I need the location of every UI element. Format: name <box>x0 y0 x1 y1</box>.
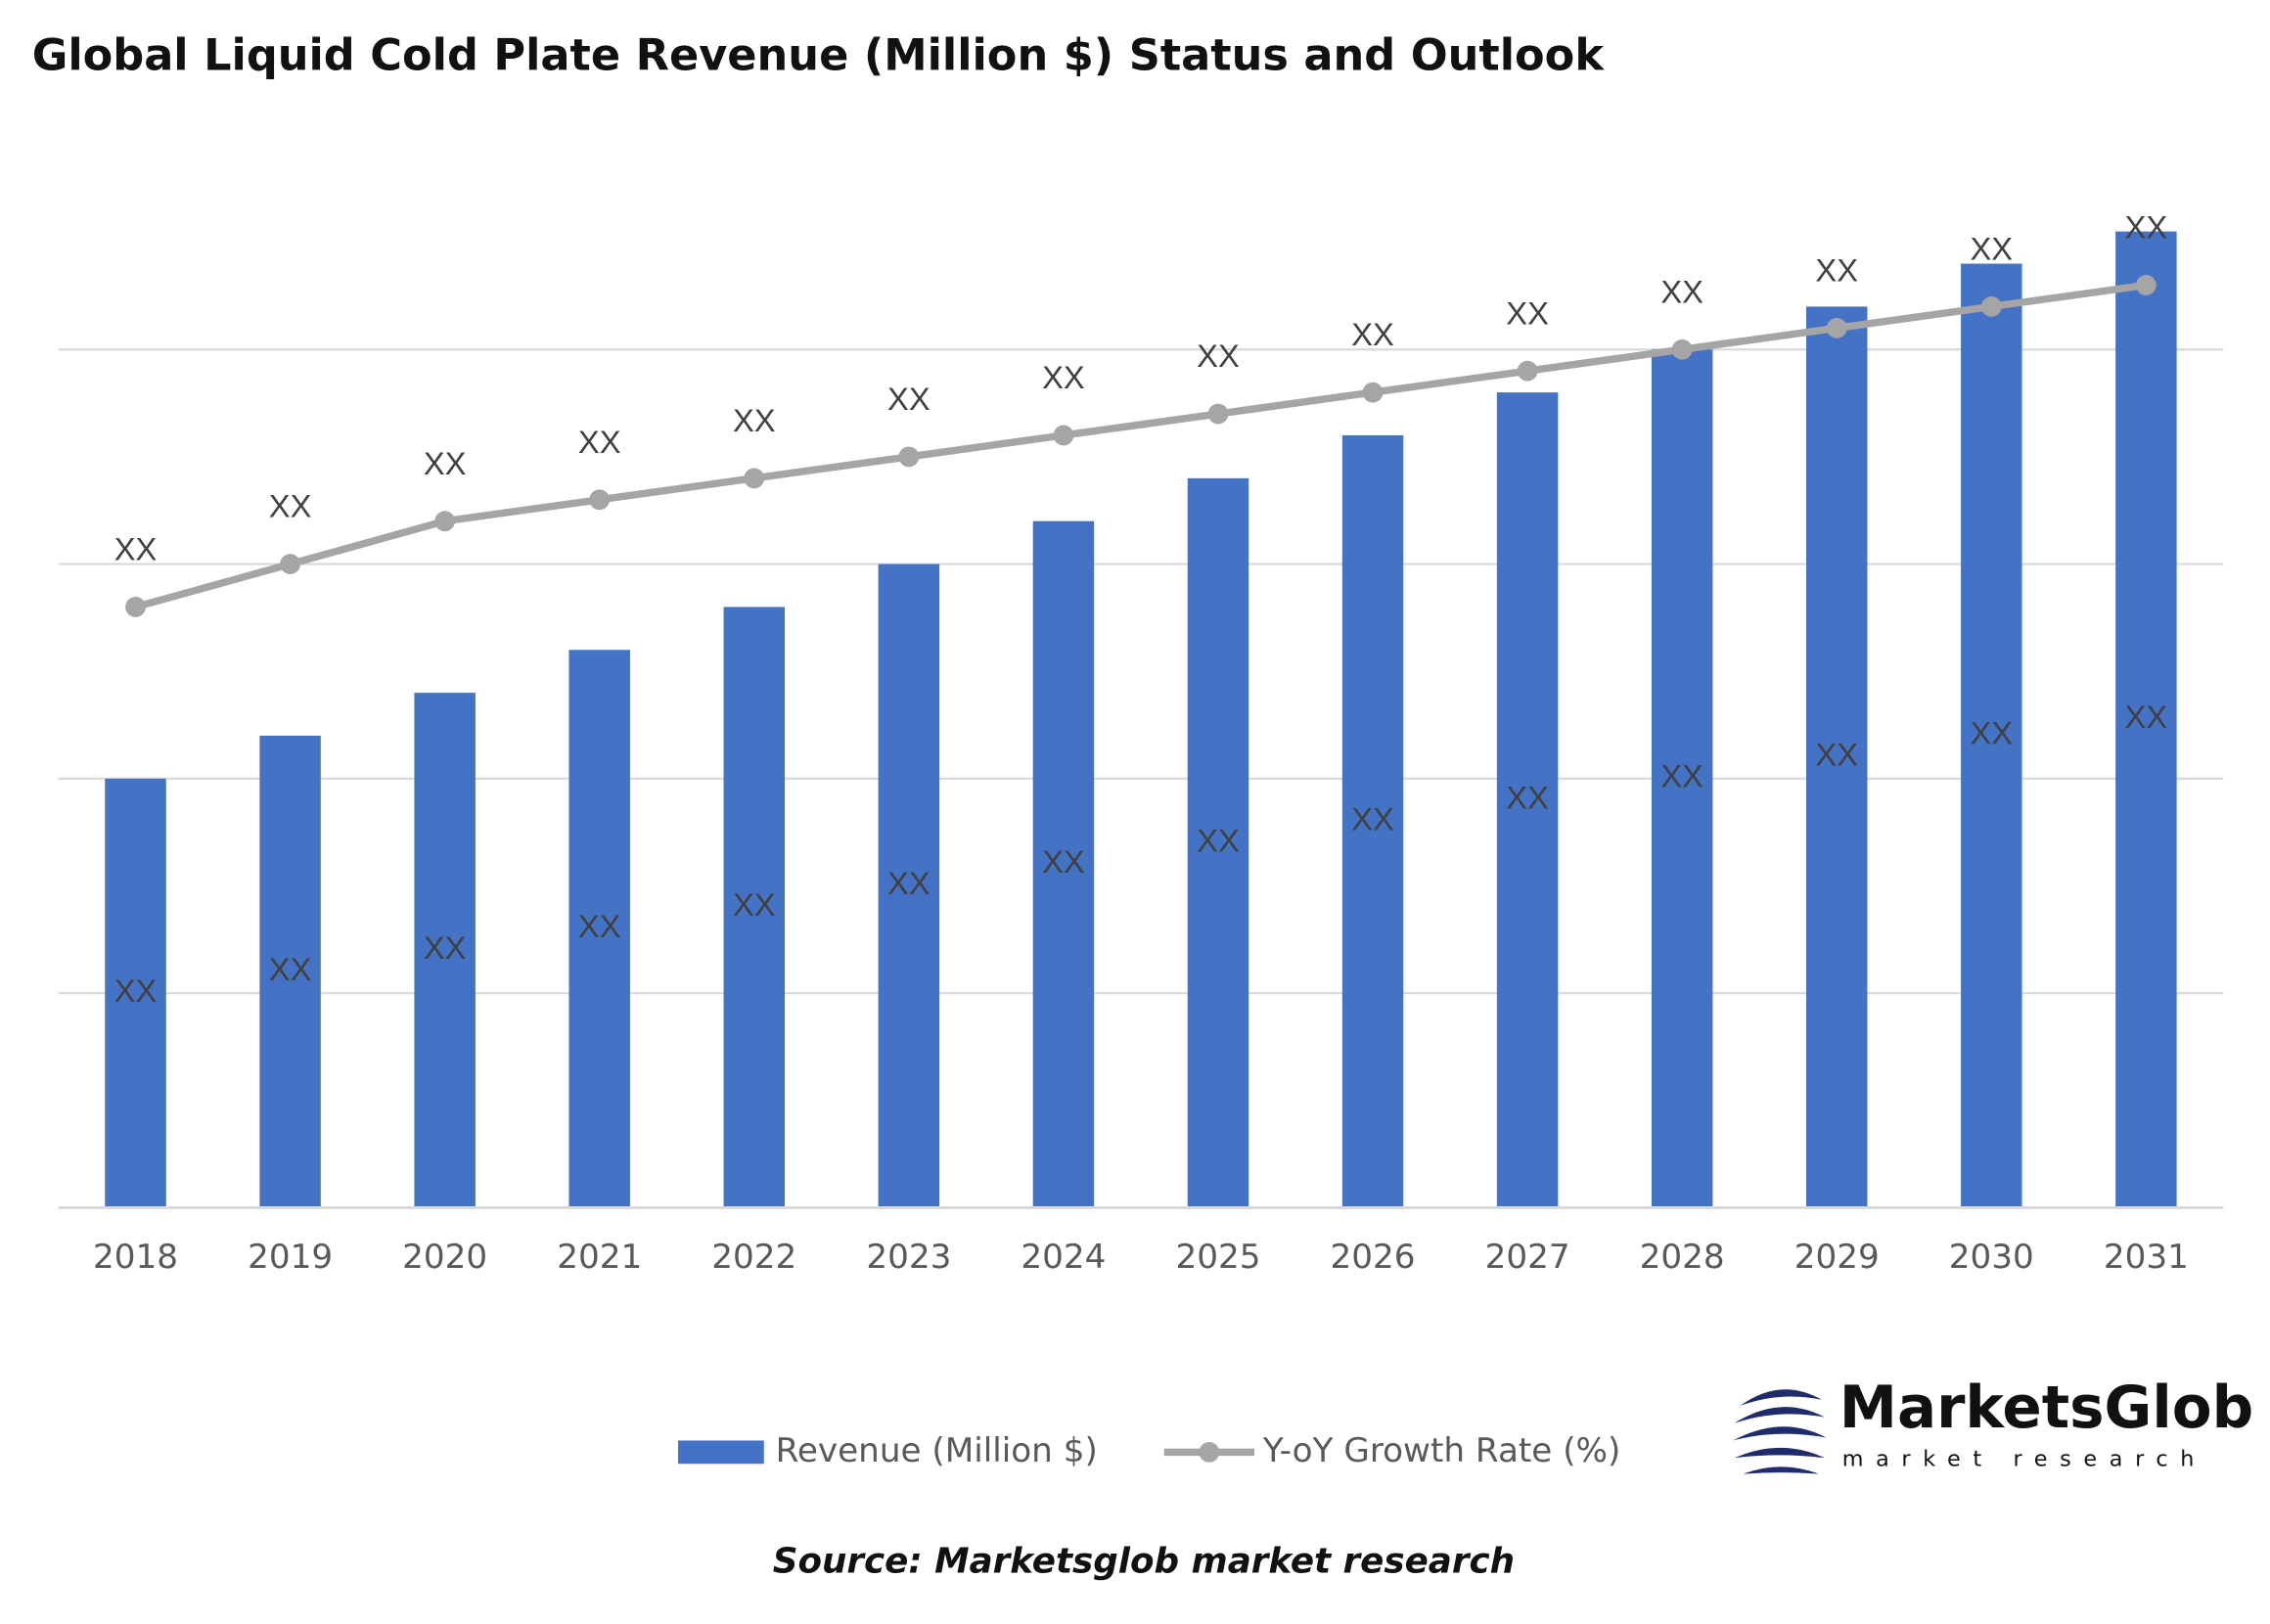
data-label: XX <box>578 424 621 460</box>
data-label: XX <box>578 908 621 944</box>
x-tick-label: 2024 <box>1021 1238 1106 1277</box>
data-label: XX <box>1351 800 1394 836</box>
x-tick-label: 2028 <box>1640 1238 1725 1277</box>
data-label: XX <box>269 951 312 987</box>
data-label: XX <box>1815 737 1858 773</box>
x-tick-label: 2023 <box>866 1238 951 1277</box>
line-point <box>1053 425 1074 446</box>
data-label: XX <box>1970 231 2013 267</box>
line-point <box>1207 403 1229 425</box>
bar <box>1806 306 1868 1208</box>
logo: MarketsGlob market research <box>1733 1375 2253 1474</box>
bar <box>568 650 630 1208</box>
legend-swatch <box>678 1440 764 1465</box>
line-point <box>1362 382 1384 403</box>
data-label: XX <box>114 531 158 567</box>
line-point <box>280 554 300 574</box>
data-label: XX <box>1506 779 1549 815</box>
data-label: XX <box>1042 843 1085 880</box>
x-tick-label: 2025 <box>1175 1238 1260 1277</box>
data-label: XX <box>1351 316 1394 352</box>
x-tick-label: 2026 <box>1331 1238 1416 1277</box>
line-point <box>589 489 611 511</box>
x-tick-label: 2018 <box>93 1238 178 1277</box>
bar <box>1961 263 2022 1208</box>
line <box>134 281 2147 611</box>
legend-swatch <box>1199 1441 1220 1463</box>
line-point <box>125 597 146 617</box>
line-point <box>1671 338 1693 360</box>
line-point <box>434 511 456 532</box>
x-tick-label: 2027 <box>1485 1238 1570 1277</box>
bar <box>2115 231 2177 1208</box>
source: Source: Marketsglob market research <box>773 1541 1515 1581</box>
logo-tagline: market research <box>1842 1446 2206 1471</box>
data-label: XX <box>1660 758 1703 794</box>
bar <box>105 778 166 1208</box>
data-label: XX <box>1197 822 1240 858</box>
logo-name: MarketsGlob <box>1839 1375 2253 1442</box>
line-point <box>1980 295 2002 317</box>
data-label: XX <box>424 929 467 966</box>
line-point <box>1826 317 1847 338</box>
line-point <box>1517 360 1538 382</box>
data-label: XX <box>887 381 931 417</box>
bar <box>259 736 321 1208</box>
bar <box>1187 477 1249 1208</box>
data-label: XX <box>1815 251 1858 288</box>
bar <box>723 607 786 1208</box>
bar <box>1341 434 1404 1208</box>
data-label: XX <box>114 972 158 1009</box>
x-tick-label: 2029 <box>1794 1238 1880 1277</box>
data-label: XX <box>1042 359 1085 395</box>
data-label: XX <box>1660 273 1703 309</box>
line-point <box>898 446 920 468</box>
bar <box>878 564 940 1208</box>
x-tick-label: 2031 <box>2104 1238 2189 1277</box>
data-label: XX <box>1506 294 1549 331</box>
data-label: XX <box>1197 338 1240 374</box>
chart-title: Global Liquid Cold Plate Revenue (Millio… <box>32 30 1606 81</box>
data-label: XX <box>2125 699 2168 735</box>
data-label: XX <box>733 402 776 438</box>
bar <box>414 693 476 1208</box>
data-label: XX <box>887 865 931 901</box>
data-label: XX <box>269 488 312 524</box>
line-point <box>2135 275 2156 295</box>
x-tick-label: 2019 <box>248 1238 333 1277</box>
x-tick-label: 2021 <box>557 1238 642 1277</box>
data-label: XX <box>2125 209 2168 246</box>
x-tick-label: 2030 <box>1949 1238 2034 1277</box>
bar <box>1032 520 1095 1208</box>
data-label: XX <box>1970 715 2013 751</box>
data-label: XX <box>733 886 776 923</box>
legend-label: Y-oY Growth Rate (%) <box>1262 1431 1620 1470</box>
bar <box>1496 392 1559 1208</box>
x-tick-label: 2022 <box>711 1238 796 1277</box>
line-point <box>744 468 765 489</box>
bar <box>1651 349 1713 1208</box>
x-tick-label: 2020 <box>402 1238 487 1277</box>
legend-label: Revenue (Million $) <box>776 1431 1098 1470</box>
data-label: XX <box>424 445 467 481</box>
